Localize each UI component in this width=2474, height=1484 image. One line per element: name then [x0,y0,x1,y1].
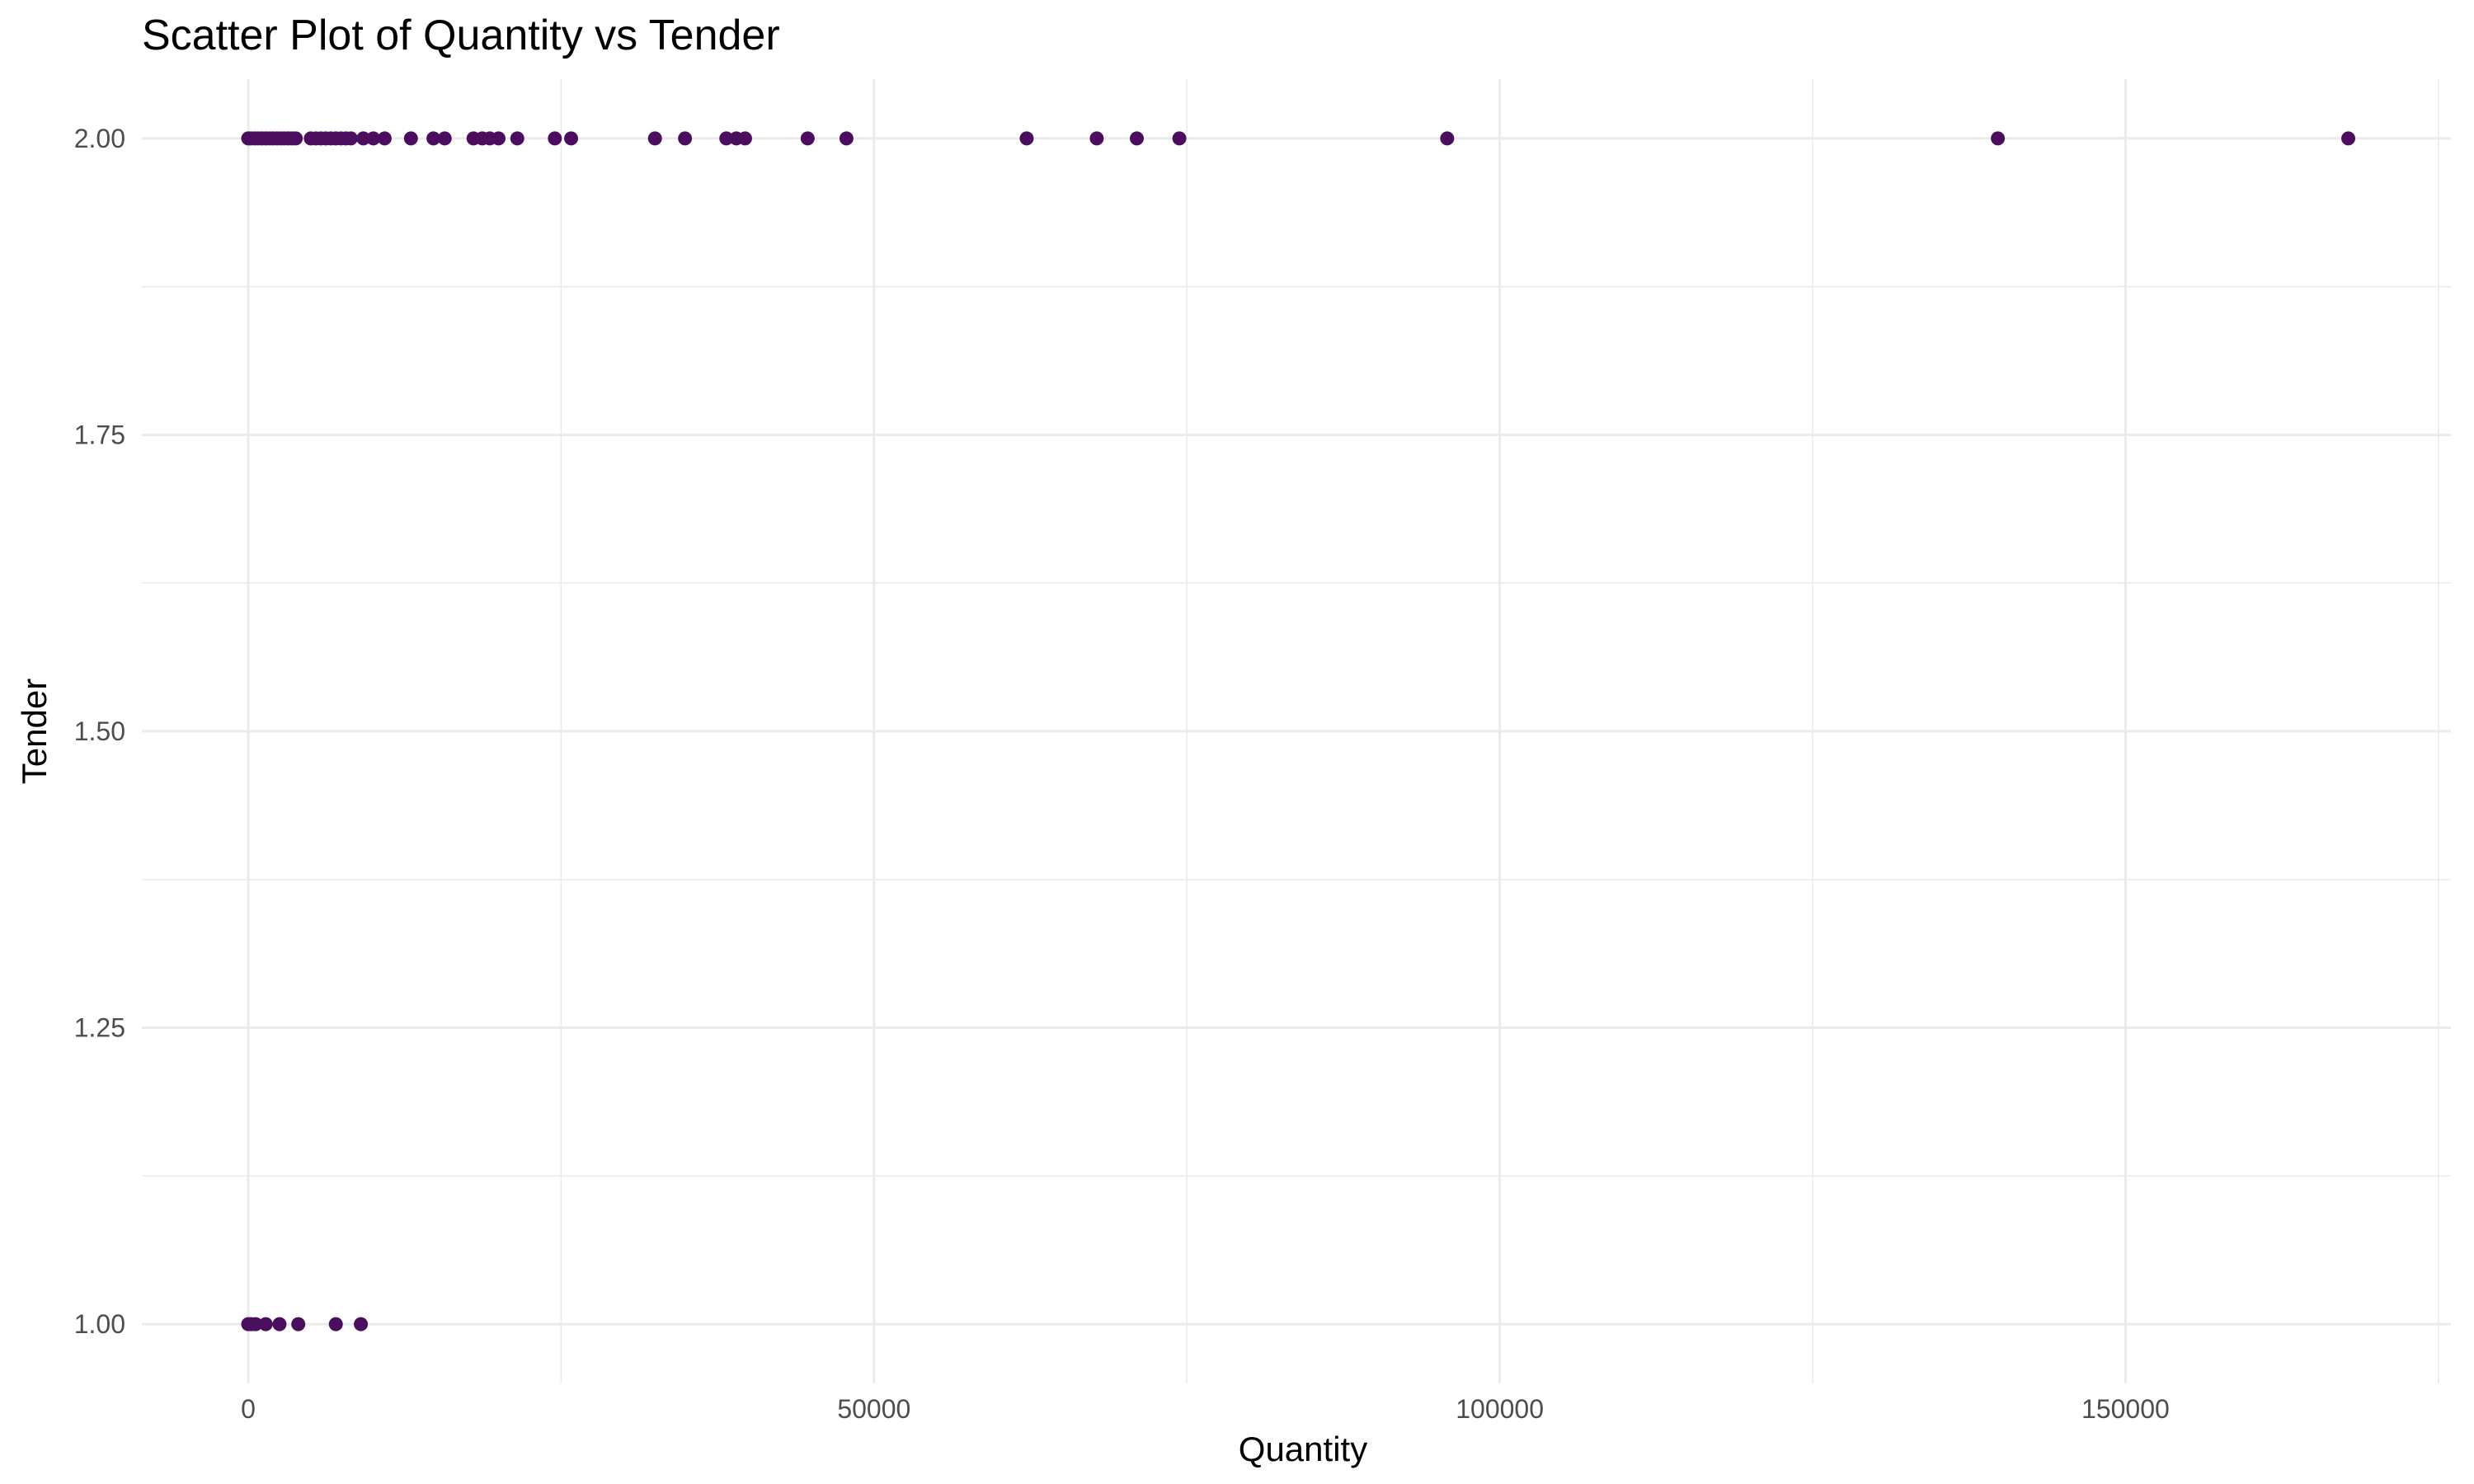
data-point [343,131,358,146]
x-tick-label: 150000 [2081,1394,2170,1424]
data-point [548,131,562,146]
data-point [377,131,392,146]
data-point [737,131,752,146]
data-point [289,131,303,146]
data-point [426,131,441,146]
data-point [2341,131,2356,146]
x-tick-label: 100000 [1456,1394,1544,1424]
data-point [647,131,662,146]
data-point [1019,131,1034,146]
data-point [272,1317,287,1331]
y-tick-label: 1.75 [74,420,125,449]
data-point [1089,131,1104,146]
data-point [1172,131,1187,146]
y-axis-ticks: 1.00 1.25 1.50 1.75 2.00 [74,124,125,1339]
data-point [564,131,579,146]
data-point [1130,131,1145,146]
data-point [800,131,815,146]
data-point [839,131,854,146]
data-point [510,131,524,146]
y-tick-label: 1.50 [74,716,125,746]
data-point [354,1317,369,1331]
data-point [366,131,381,146]
data-point [1991,131,2006,146]
data-point [678,131,693,146]
chart-title: Scatter Plot of Quantity vs Tender [142,12,780,59]
data-point [403,131,418,146]
y-tick-label: 1.00 [74,1309,125,1339]
data-point [248,1317,263,1331]
y-tick-label: 2.00 [74,124,125,153]
data-point [258,1317,273,1331]
data-point [492,131,506,146]
data-points [241,131,2356,1331]
y-tick-label: 1.25 [74,1013,125,1043]
x-tick-label: 0 [241,1394,256,1424]
data-point [328,1317,343,1331]
x-tick-label: 50000 [837,1394,910,1424]
data-point [356,131,371,146]
data-point [1440,131,1455,146]
x-axis-ticks: 0 50000 100000 150000 [241,1394,2170,1424]
x-axis-title: Quantity [1239,1430,1367,1468]
data-point [437,131,452,146]
grid-lines [142,79,2451,1383]
data-point [719,131,734,146]
data-point [291,1317,306,1331]
y-axis-title: Tender [15,679,54,784]
